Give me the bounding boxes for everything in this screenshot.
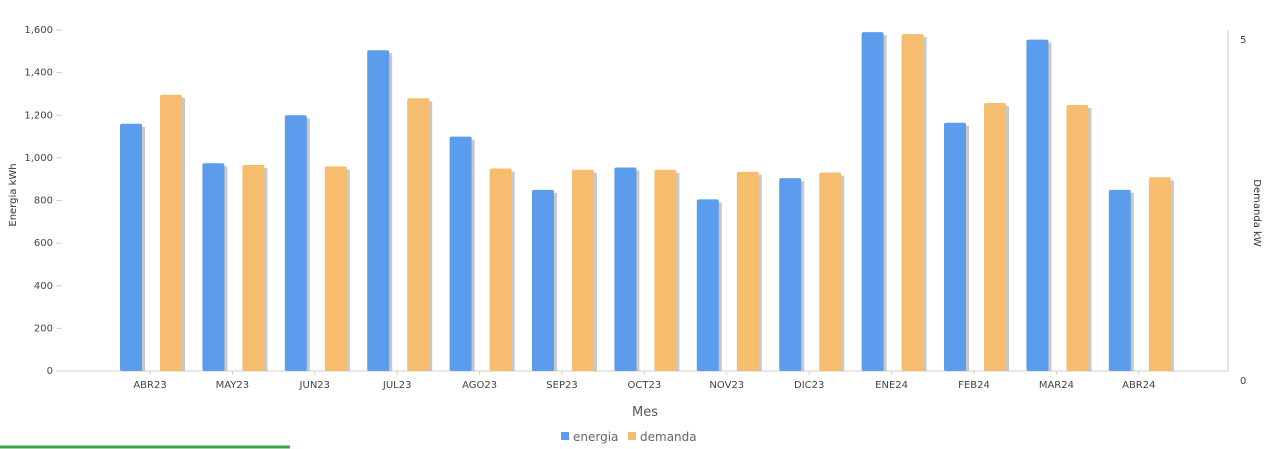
legend-label-energia: energia xyxy=(573,430,618,444)
bar-demanda[interactable] xyxy=(1066,105,1089,372)
legend-swatch-energia xyxy=(561,432,569,440)
plot-area xyxy=(62,30,1229,372)
y-tick-label: 400 xyxy=(34,281,53,292)
bar-demanda[interactable] xyxy=(324,166,347,371)
y-tick-label: 1,400 xyxy=(24,68,53,79)
x-tick-label: FEB24 xyxy=(958,380,990,391)
legend: energia demanda xyxy=(561,430,697,444)
y-tick-label: 1,000 xyxy=(24,153,53,164)
x-tick-label: JUL23 xyxy=(382,380,412,391)
bar-demanda[interactable] xyxy=(819,172,842,371)
bar-demanda[interactable] xyxy=(984,102,1006,371)
bar-energia[interactable] xyxy=(779,178,802,371)
bar-energia[interactable] xyxy=(696,199,719,371)
bar-energia[interactable] xyxy=(449,136,472,371)
y-tick-label: 200 xyxy=(34,323,53,334)
x-tick-label: SEP23 xyxy=(546,380,577,391)
bar-energia[interactable] xyxy=(1026,39,1049,371)
bar-energia[interactable] xyxy=(367,50,390,371)
bar-energia[interactable] xyxy=(202,163,225,371)
x-axis-ticks: ABR23 MAY23 JUN23 JUL23 AGO23 SEP23 OCT23 NOV23… xyxy=(133,371,1155,391)
bar-energia[interactable] xyxy=(944,122,966,371)
bars xyxy=(120,32,1174,372)
bar-demanda[interactable] xyxy=(654,169,677,371)
x-tick-label: NOV23 xyxy=(709,380,744,391)
x-tick-label: ENE24 xyxy=(875,380,908,391)
y-axis-title: Energia kWh xyxy=(8,163,19,226)
y2-axis-ticks: 05 xyxy=(1240,35,1246,387)
bar-demanda[interactable] xyxy=(160,94,182,371)
y-tick-label: 1,600 xyxy=(24,25,53,36)
y-tick-label: 1,200 xyxy=(24,110,53,121)
y2-tick-label: 5 xyxy=(1240,35,1246,46)
bar-demanda[interactable] xyxy=(901,34,924,371)
y-tick-label: 600 xyxy=(34,238,53,249)
bar-demanda[interactable] xyxy=(736,171,759,371)
legend-swatch-demanda xyxy=(628,432,636,440)
x-tick-label: AGO23 xyxy=(462,380,497,391)
x-tick-label: ABR24 xyxy=(1122,380,1155,391)
bar-demanda[interactable] xyxy=(489,168,512,371)
bar-energia[interactable] xyxy=(614,167,637,371)
bar-demanda[interactable] xyxy=(572,169,594,371)
y2-tick-label: 0 xyxy=(1240,376,1246,387)
y-tick-label: 0 xyxy=(47,366,53,377)
y-axis-ticks: 0 200 400 600 800 1,000 1,200 1,400 1,600 xyxy=(24,25,62,377)
bar-energia[interactable] xyxy=(1108,189,1131,371)
x-tick-label: JUN23 xyxy=(299,380,330,391)
x-axis-title: Mes xyxy=(632,405,658,420)
bar-demanda[interactable] xyxy=(1148,177,1171,371)
y-tick-label: 800 xyxy=(34,196,53,207)
bar-energia[interactable] xyxy=(120,123,142,372)
bar-energia[interactable] xyxy=(532,189,554,371)
bar-demanda[interactable] xyxy=(407,98,430,371)
y2-axis-title: Demanda kW xyxy=(1251,179,1262,247)
x-tick-label: DIC23 xyxy=(794,380,824,391)
x-tick-label: MAY23 xyxy=(216,380,250,391)
bar-demanda[interactable] xyxy=(242,165,265,371)
legend-label-demanda: demanda xyxy=(640,430,697,444)
bar-energia[interactable] xyxy=(284,115,307,371)
x-tick-label: MAR24 xyxy=(1039,380,1074,391)
bar-energia[interactable] xyxy=(861,32,884,371)
x-tick-label: ABR23 xyxy=(133,380,166,391)
x-tick-label: OCT23 xyxy=(628,380,662,391)
